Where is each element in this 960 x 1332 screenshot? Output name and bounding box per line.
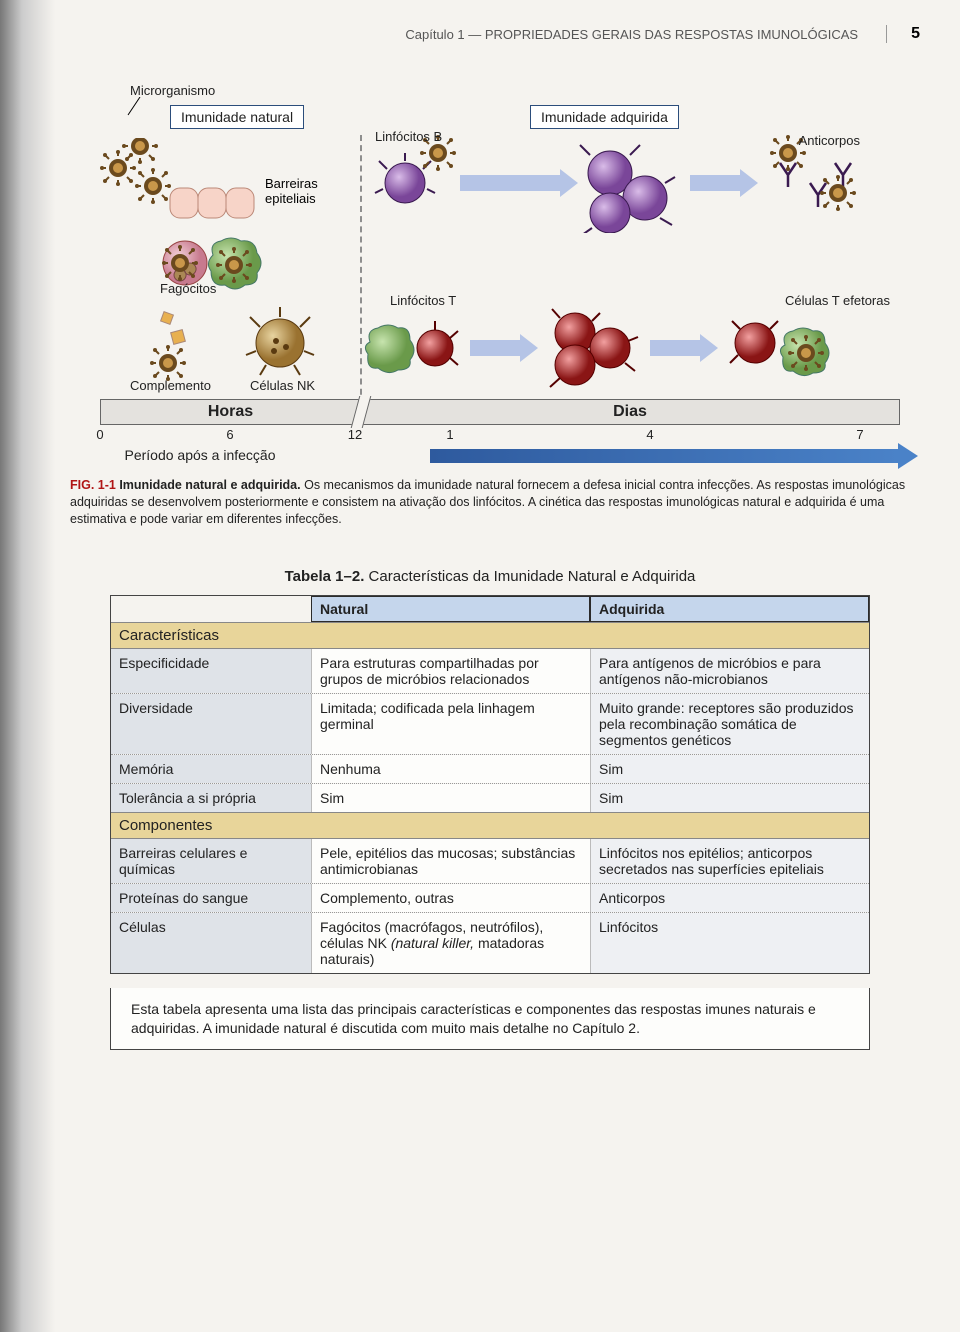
figure-row-t: Complemento Células NK Linfócitos T [100, 293, 900, 393]
figure-row-b: Barreiras epiteliais Linfócitos B [100, 133, 900, 233]
time-progress-arrow [430, 449, 900, 463]
figure-caption: FIG. 1-1 Imunidade natural e adquirida. … [70, 477, 910, 528]
table-cell-label: Proteínas do sangue [111, 884, 311, 912]
table-row: Tolerância a si própriaSimSim [111, 783, 869, 812]
table-cell-acquired: Sim [590, 784, 869, 812]
table-header-acquired: Adquirida [590, 596, 869, 622]
phagocytes-svg [100, 233, 360, 293]
pointer-line [126, 97, 142, 117]
table-cell-acquired: Linfócitos nos epitélios; anticorpos sec… [590, 839, 869, 883]
table-cell-natural: Complemento, outras [311, 884, 590, 912]
caption-fig-number: FIG. 1-1 [70, 478, 116, 492]
table-header-natural: Natural [311, 596, 590, 622]
table-row: Proteínas do sangueComplemento, outrasAn… [111, 883, 869, 912]
table-cell-label: Diversidade [111, 694, 311, 754]
label-microorganism: Microrganismo [130, 83, 215, 98]
timeline-ticks: 0612147 [100, 427, 900, 445]
table-cell-natural: Pele, epitélios das mucosas; substâncias… [311, 839, 590, 883]
table-row: CélulasFagócitos (macrófagos, neutrófilo… [111, 912, 869, 973]
table-header-row: Natural Adquirida [111, 596, 869, 622]
table-cell-natural: Limitada; codificada pela linhagem germi… [311, 694, 590, 754]
table-section-characteristics: Características [111, 622, 869, 648]
table-header-empty [111, 596, 311, 622]
timeline-tick: 12 [348, 427, 362, 442]
page-gutter-shadow [0, 0, 55, 1332]
table-cell-acquired: Para antígenos de micróbios e para antíg… [590, 649, 869, 693]
table-footnote: Esta tabela apresenta uma lista das prin… [110, 988, 870, 1051]
innate-epithelial-svg: Barreiras epiteliais [100, 138, 360, 228]
table-cell-label: Especificidade [111, 649, 311, 693]
timeline-tick: 0 [96, 427, 103, 442]
figure-row-phagocytes: Fagócitos [100, 233, 900, 293]
t-lymphocyte-flow-svg [360, 293, 900, 393]
table-cell-acquired: Anticorpos [590, 884, 869, 912]
label-antibodies: Anticorpos [799, 133, 860, 148]
table-title: Tabela 1–2. Características da Imunidade… [100, 568, 880, 585]
table-row: Barreiras celulares e químicasPele, epit… [111, 838, 869, 883]
label-nk-cells: Células NK [250, 378, 315, 393]
timeline-tick: 7 [856, 427, 863, 442]
label-complement: Complemento [130, 378, 211, 393]
label-period-after-infection: Período após a infecção [100, 447, 300, 463]
label-effector-t: Células T efetoras [785, 293, 890, 308]
svg-text:epiteliais: epiteliais [265, 191, 316, 206]
page-header: Capítulo 1 — PROPRIEDADES GERAIS DAS RES… [60, 25, 920, 43]
label-acquired-immunity-box: Imunidade adquirida [530, 105, 679, 129]
table-cell-label: Memória [111, 755, 311, 783]
label-innate-immunity-box: Imunidade natural [170, 105, 304, 129]
timeline-days: Dias [361, 400, 899, 424]
table-cell-natural: Nenhuma [311, 755, 590, 783]
svg-text:Barreiras: Barreiras [265, 176, 318, 191]
label-b-lymphocytes: Linfócitos B [375, 129, 442, 144]
chapter-title: Capítulo 1 — PROPRIEDADES GERAIS DAS RES… [405, 27, 858, 42]
table-title-text: Características da Imunidade Natural e A… [369, 568, 696, 585]
table-number: Tabela 1–2. [285, 568, 365, 585]
table-cell-natural: Sim [311, 784, 590, 812]
label-t-lymphocytes: Linfócitos T [390, 293, 456, 308]
table-row: MemóriaNenhumaSim [111, 754, 869, 783]
caption-title: Imunidade natural e adquirida. [119, 478, 300, 492]
timeline-tick: 6 [226, 427, 233, 442]
table-cell-label: Células [111, 913, 311, 973]
table-row: EspecificidadePara estruturas compartilh… [111, 648, 869, 693]
table-cell-acquired: Muito grande: receptores são produzidos … [590, 694, 869, 754]
timeline-tick: 4 [646, 427, 653, 442]
timeline-tick: 1 [446, 427, 453, 442]
table-cell-acquired: Linfócitos [590, 913, 869, 973]
table-cell-natural: Para estruturas compartilhadas por grupo… [311, 649, 590, 693]
table-cell-natural: Fagócitos (macrófagos, neutrófilos), cél… [311, 913, 590, 973]
figure-1-1: Microrganismo Imunidade natural Imunidad… [100, 83, 900, 463]
table-cell-label: Tolerância a si própria [111, 784, 311, 812]
page-number: 5 [886, 25, 920, 43]
table-row: DiversidadeLimitada; codificada pela lin… [111, 693, 869, 754]
table-cell-label: Barreiras celulares e químicas [111, 839, 311, 883]
timeline: Horas Dias 0612147 Período após a infecç… [100, 399, 900, 463]
table-section-components: Componentes [111, 812, 869, 838]
table-1-2: Natural Adquirida Características Especi… [110, 595, 870, 974]
b-lymphocyte-flow-svg [360, 133, 890, 233]
table-cell-acquired: Sim [590, 755, 869, 783]
timeline-bar: Horas Dias [100, 399, 900, 425]
timeline-hours: Horas [101, 400, 361, 424]
